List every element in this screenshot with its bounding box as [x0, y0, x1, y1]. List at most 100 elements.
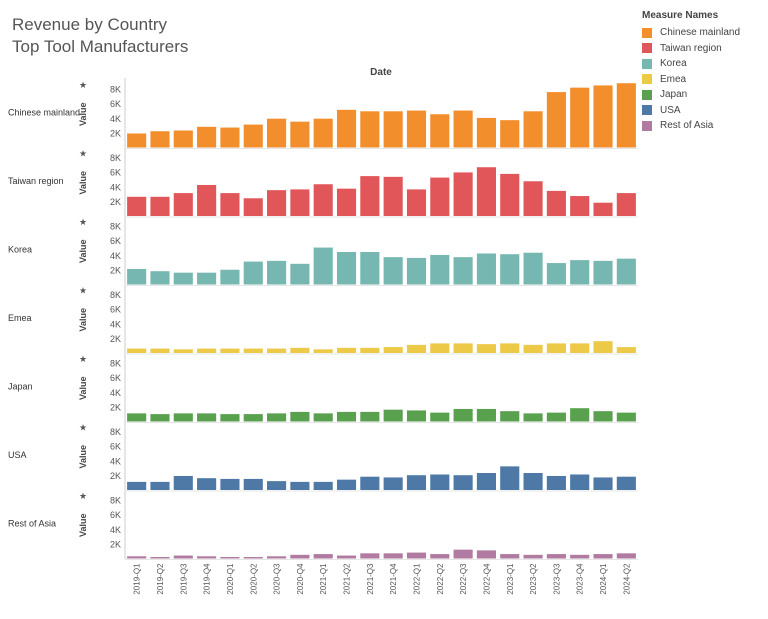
bar-emea	[383, 347, 403, 353]
chart-subtitle: Top Tool Manufacturers	[12, 37, 189, 56]
legend-item[interactable]: USA	[642, 103, 766, 119]
row-label: Rest of Asia	[8, 519, 56, 529]
legend-label: Korea	[660, 58, 687, 70]
x-tick-label: 2021-Q4	[389, 563, 398, 595]
bar-rest-of-asia	[336, 555, 357, 559]
bar-usa	[383, 477, 403, 490]
x-tick-label: 2020-Q2	[249, 563, 258, 595]
bar-rest-of-asia	[570, 554, 590, 559]
legend-item[interactable]: Taiwan region	[642, 41, 766, 57]
y-tick-label: 8K	[110, 290, 121, 300]
bar-usa	[453, 475, 473, 490]
chart-title: Revenue by Country	[12, 15, 167, 34]
bar-usa	[127, 481, 147, 490]
y-tick-label: 2K	[110, 129, 121, 139]
bar-rest-of-asia	[127, 556, 147, 559]
bar-rest-of-asia	[313, 554, 333, 559]
legend-item[interactable]: Rest of Asia	[642, 118, 766, 134]
pin-icon: ★	[79, 149, 87, 159]
bar-japan	[267, 413, 287, 422]
bar-rest-of-asia	[220, 557, 240, 559]
bar-usa	[290, 481, 310, 490]
bar-taiwan-region	[336, 188, 357, 216]
bar-chinese-mainland	[290, 121, 310, 148]
legend-item[interactable]: Emea	[642, 72, 766, 88]
bar-chinese-mainland	[336, 109, 357, 148]
bar-rest-of-asia	[173, 555, 193, 559]
bar-rest-of-asia	[523, 554, 543, 559]
bar-chinese-mainland	[476, 117, 496, 148]
x-tick-label: 2022-Q4	[482, 563, 491, 595]
bar-taiwan-region	[127, 196, 147, 216]
pin-icon: ★	[79, 217, 87, 227]
bar-japan	[430, 412, 450, 422]
bar-korea	[360, 251, 380, 285]
x-tick-label: 2021-Q3	[366, 563, 375, 595]
bar-chinese-mainland	[500, 120, 520, 148]
bar-usa	[546, 475, 566, 490]
bar-rest-of-asia	[500, 554, 520, 559]
bar-japan	[523, 413, 543, 422]
bar-taiwan-region	[500, 173, 520, 216]
bar-rest-of-asia	[197, 556, 217, 559]
bar-emea	[220, 348, 240, 353]
bar-japan	[127, 413, 147, 422]
legend-item[interactable]: Chinese mainland	[642, 25, 766, 41]
bar-chinese-mainland	[360, 111, 380, 148]
y-tick-label: 6K	[110, 442, 121, 452]
y-tick-label: 6K	[110, 373, 121, 383]
bar-taiwan-region	[360, 176, 380, 216]
x-tick-label: 2023-Q2	[529, 563, 538, 595]
bar-chinese-mainland	[546, 92, 566, 148]
y-tick-label: 4K	[110, 319, 121, 329]
bar-usa	[267, 481, 287, 490]
y-tick-label: 6K	[110, 305, 121, 315]
y-tick-label: 8K	[110, 153, 121, 163]
bar-emea	[546, 343, 566, 353]
bar-chinese-mainland	[383, 111, 403, 148]
bar-chinese-mainland	[453, 110, 473, 148]
legend-item[interactable]: Korea	[642, 56, 766, 72]
bar-emea	[453, 343, 473, 353]
x-tick-label: 2019-Q3	[179, 563, 188, 595]
bar-korea	[383, 257, 403, 285]
bar-japan	[500, 411, 520, 422]
bar-korea	[430, 254, 450, 285]
bar-chinese-mainland	[267, 118, 287, 148]
bar-rest-of-asia	[546, 554, 566, 559]
row-label: Emea	[8, 313, 32, 323]
y-axis-title: Value	[78, 102, 88, 126]
bar-emea	[150, 348, 170, 353]
bar-rest-of-asia	[616, 553, 636, 559]
bar-taiwan-region	[243, 198, 263, 216]
bar-chinese-mainland	[406, 110, 427, 148]
y-tick-label: 6K	[110, 510, 121, 520]
x-tick-label: 2020-Q3	[273, 563, 282, 595]
bar-usa	[313, 481, 333, 490]
bar-taiwan-region	[406, 189, 427, 216]
x-tick-label: 2019-Q4	[203, 563, 212, 595]
y-tick-label: 4K	[110, 114, 121, 124]
bar-taiwan-region	[523, 181, 543, 216]
bar-emea	[243, 348, 263, 353]
bar-taiwan-region	[173, 193, 193, 216]
bar-taiwan-region	[593, 202, 613, 216]
y-axis-title: Value	[78, 308, 88, 332]
bar-emea	[430, 343, 450, 353]
bar-taiwan-region	[290, 189, 310, 216]
bar-usa	[336, 479, 357, 490]
pin-icon: ★	[79, 423, 87, 433]
bar-japan	[476, 408, 496, 422]
bar-emea	[616, 347, 636, 353]
bar-korea	[546, 263, 566, 285]
bar-taiwan-region	[150, 196, 170, 216]
bar-korea	[267, 260, 287, 285]
bar-rest-of-asia	[383, 553, 403, 559]
bar-japan	[220, 414, 240, 422]
y-axis-title: Value	[78, 445, 88, 469]
legend-label: Japan	[660, 89, 688, 101]
legend-swatch	[642, 120, 652, 131]
bar-usa	[220, 478, 240, 490]
y-tick-label: 6K	[110, 168, 121, 178]
legend-item[interactable]: Japan	[642, 87, 766, 103]
